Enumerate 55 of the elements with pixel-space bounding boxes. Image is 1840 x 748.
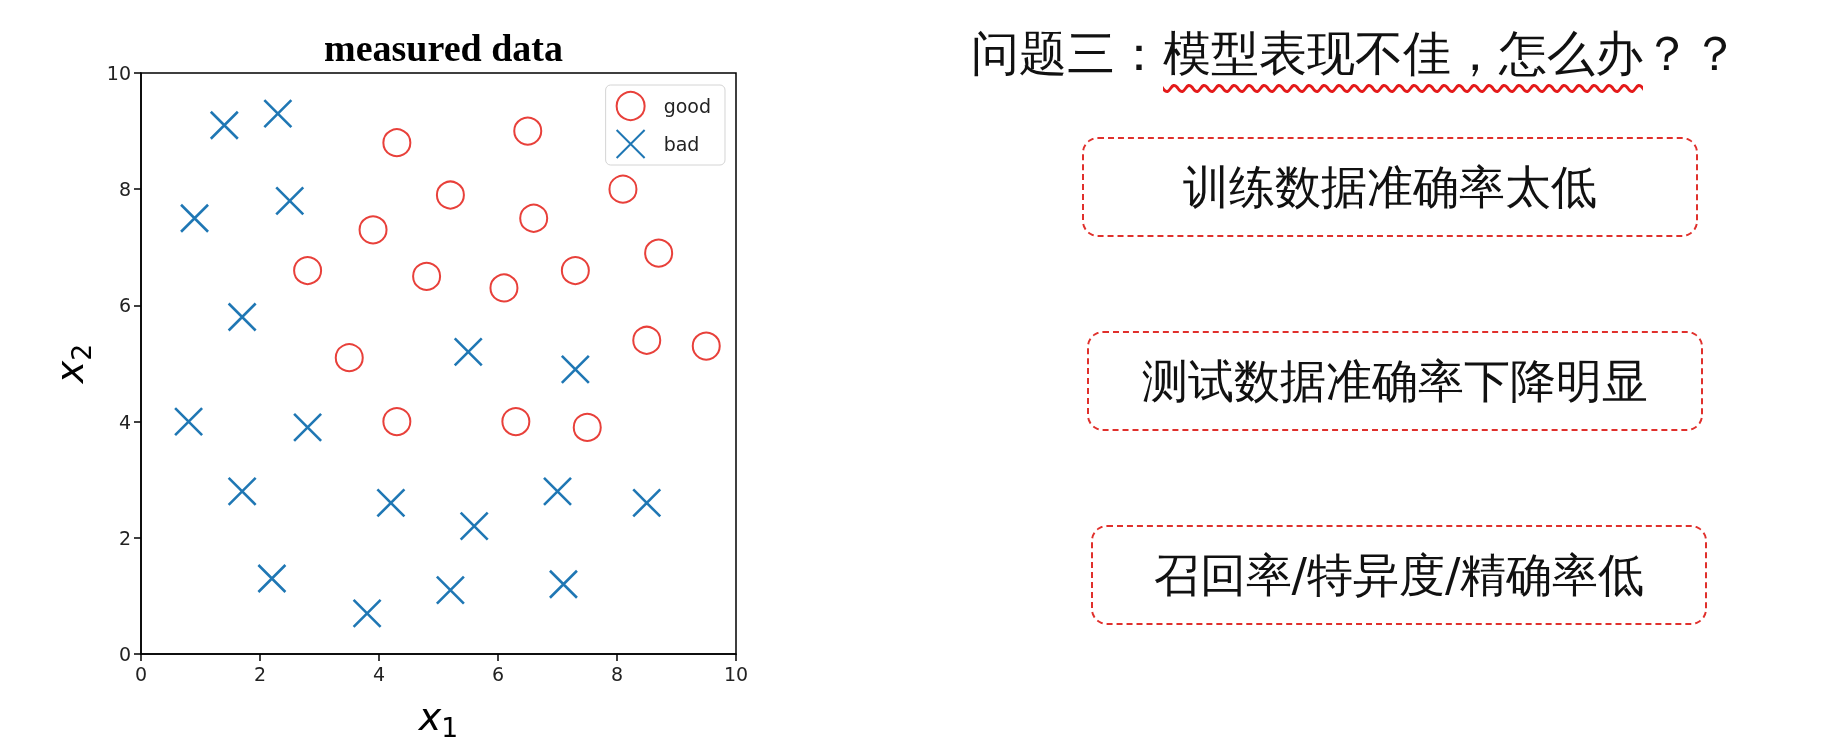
point <box>179 203 210 234</box>
point <box>209 110 240 141</box>
x-tick-label: 10 <box>723 662 749 685</box>
chart-title: measured data <box>324 27 563 69</box>
point <box>572 412 602 442</box>
point <box>376 488 406 518</box>
point <box>412 261 442 291</box>
point <box>263 98 293 129</box>
x-tick-label: 0 <box>134 662 148 685</box>
y-tick-label: 2 <box>118 526 131 549</box>
text: 问题三：模型表现不佳，怎么办？？ <box>971 25 1739 81</box>
x-tick-label: 6 <box>491 662 505 685</box>
point <box>542 476 573 507</box>
point <box>435 575 466 605</box>
x-tick-label: 8 <box>610 662 624 685</box>
y-tick-label: 4 <box>118 410 131 433</box>
dashed-box: 训练数据准确率太低 <box>1082 137 1698 237</box>
point <box>382 128 412 158</box>
point <box>644 238 674 268</box>
point <box>691 331 721 361</box>
point <box>459 511 489 541</box>
point <box>501 407 531 437</box>
x-tick-label: 2 <box>253 662 267 685</box>
point <box>334 343 364 373</box>
point <box>358 215 388 245</box>
point <box>227 476 257 507</box>
point <box>257 563 287 594</box>
point <box>548 569 579 600</box>
point <box>352 598 382 629</box>
point <box>453 337 484 367</box>
y-axis-title: x2 <box>48 343 97 385</box>
point <box>560 354 591 385</box>
point <box>173 406 204 437</box>
dashed-box: 召回率/特异度/精确率低 <box>1091 525 1707 625</box>
point <box>631 488 662 518</box>
point <box>513 116 543 146</box>
point <box>293 256 323 286</box>
y-tick-label: 0 <box>118 643 131 665</box>
point <box>292 412 323 443</box>
point <box>560 256 590 286</box>
point <box>227 302 257 332</box>
y-tick-label: 8 <box>118 178 131 201</box>
point <box>632 325 662 355</box>
point <box>435 180 465 210</box>
dashed-box: 测试数据准确率下降明显 <box>1086 331 1703 431</box>
y-tick-label: 6 <box>118 294 131 317</box>
point <box>608 174 638 204</box>
point <box>519 203 549 233</box>
point <box>382 407 412 437</box>
point <box>274 186 305 216</box>
legend-label: good <box>663 95 711 117</box>
point <box>489 273 519 303</box>
y-tick-label: 10 <box>106 62 131 84</box>
x-tick-label: 4 <box>372 662 386 685</box>
legend-label: bad <box>663 133 700 155</box>
